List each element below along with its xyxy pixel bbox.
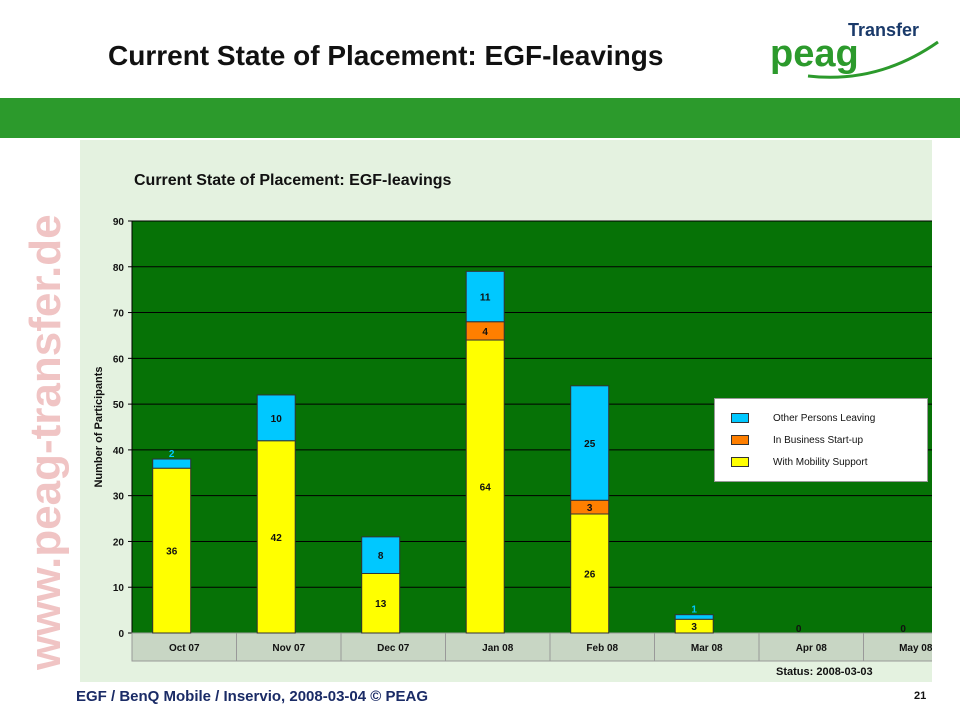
legend-item-mobility: With Mobility Support bbox=[731, 455, 867, 469]
legend-swatch-startup bbox=[731, 435, 749, 445]
y-tick-label: 20 bbox=[113, 537, 125, 548]
legend-swatch-mobility bbox=[731, 457, 749, 467]
data-label: 0 bbox=[796, 624, 802, 635]
x-tick-label: Apr 08 bbox=[796, 643, 828, 654]
legend-label-startup: In Business Start-up bbox=[773, 434, 864, 446]
data-label: 2 bbox=[169, 449, 175, 460]
slide-title: Current State of Placement: EGF-leavings bbox=[108, 40, 664, 71]
bar-segment bbox=[361, 536, 401, 574]
data-label: 8 bbox=[378, 551, 384, 562]
bar-segment bbox=[465, 339, 505, 634]
status-date: Status: 2008-03-03 bbox=[776, 666, 873, 678]
legend-item-startup: In Business Start-up bbox=[731, 433, 863, 447]
data-label: 0 bbox=[900, 624, 906, 635]
y-tick-label: 90 bbox=[113, 217, 125, 228]
y-tick-label: 70 bbox=[113, 309, 125, 320]
y-tick-label: 60 bbox=[113, 354, 125, 365]
category-strip bbox=[131, 632, 932, 662]
bar-segment bbox=[152, 458, 192, 469]
data-label: 64 bbox=[480, 483, 492, 494]
legend-label-mobility: With Mobility Support bbox=[773, 456, 868, 468]
x-tick-label: Dec 07 bbox=[377, 643, 410, 654]
page-number: 21 bbox=[914, 690, 927, 702]
chart-title: Current State of Placement: EGF-leavings bbox=[134, 172, 452, 189]
y-tick-label: 0 bbox=[118, 629, 124, 640]
bar-segment bbox=[570, 513, 610, 634]
y-tick-label: 30 bbox=[113, 492, 125, 503]
watermark: www.peag-transfer.de bbox=[21, 214, 70, 670]
bar-segment bbox=[674, 614, 714, 620]
logo-text-sub: Transfer bbox=[848, 20, 919, 40]
bar-segment bbox=[465, 270, 505, 323]
data-label: 3 bbox=[587, 503, 593, 514]
y-axis-label: Number of Participants bbox=[93, 366, 105, 487]
data-label: 25 bbox=[584, 439, 596, 450]
data-label: 1 bbox=[691, 605, 697, 616]
bar-segment bbox=[256, 440, 296, 634]
legend-label-other: Other Persons Leaving bbox=[773, 412, 876, 424]
y-tick-label: 40 bbox=[113, 446, 125, 457]
watermark-text: www.peag-transfer.de bbox=[21, 214, 70, 670]
logo-text-main: peag bbox=[770, 33, 859, 75]
legend: Other Persons Leaving In Business Start-… bbox=[714, 398, 928, 482]
data-label: 4 bbox=[482, 327, 488, 338]
peag-transfer-logo: Transfer peag bbox=[770, 20, 939, 79]
data-label: 3 bbox=[691, 622, 697, 633]
x-tick-label: May 08 bbox=[899, 643, 932, 654]
x-tick-label: Oct 07 bbox=[169, 643, 200, 654]
legend-swatch-other bbox=[731, 413, 749, 423]
x-tick-label: Feb 08 bbox=[586, 643, 618, 654]
data-label: 42 bbox=[271, 533, 283, 544]
green-band bbox=[0, 98, 960, 138]
y-tick-label: 10 bbox=[113, 583, 125, 594]
data-label: 13 bbox=[375, 599, 387, 610]
x-tick-label: Jan 08 bbox=[482, 643, 514, 654]
data-label: 36 bbox=[166, 547, 178, 558]
legend-item-other: Other Persons Leaving bbox=[731, 411, 875, 425]
bar-segment bbox=[256, 394, 296, 442]
y-tick-label: 50 bbox=[113, 400, 125, 411]
data-label: 11 bbox=[480, 293, 491, 304]
data-label: 26 bbox=[584, 569, 596, 580]
bar-segment bbox=[152, 467, 192, 634]
data-label: 10 bbox=[271, 414, 283, 425]
x-tick-label: Nov 07 bbox=[272, 643, 305, 654]
bar-segment bbox=[570, 385, 610, 501]
footer-text: EGF / BenQ Mobile / Inservio, 2008-03-04… bbox=[76, 688, 428, 705]
x-tick-label: Mar 08 bbox=[691, 643, 723, 654]
y-tick-label: 80 bbox=[113, 263, 125, 274]
